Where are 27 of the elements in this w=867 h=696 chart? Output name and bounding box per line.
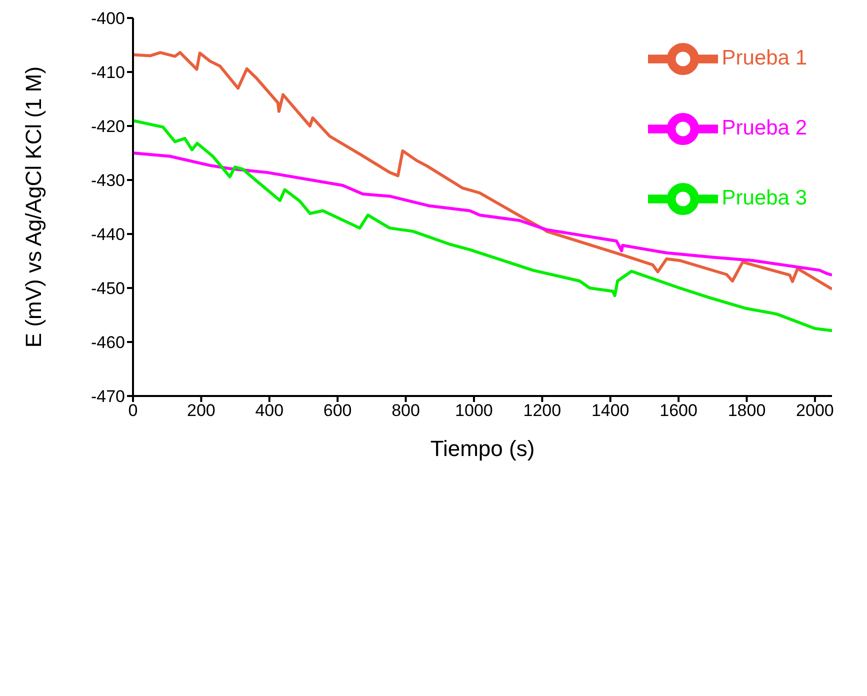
x-tick-label: 1600 (660, 401, 698, 420)
y-tick-label: -450 (90, 279, 125, 298)
x-tick-label: 600 (323, 401, 352, 420)
x-tick-label: 1400 (591, 401, 630, 420)
y-axis-title: E (mV) vs Ag/AgCl KCl (1 M) (20, 66, 46, 348)
y-tick-label: -470 (90, 387, 125, 406)
x-tick-label: 0 (128, 401, 138, 420)
line-series (133, 152, 832, 277)
x-tick-label: 1000 (455, 401, 493, 420)
x-tick-label: 1200 (523, 401, 562, 420)
legend-label: Prueba 3 (722, 186, 807, 210)
y-tick-label: -420 (90, 117, 125, 136)
y-tick-label: -400 (90, 9, 125, 28)
y-tick-label: -430 (90, 171, 125, 190)
line-series (133, 119, 832, 332)
y-tick-label: -460 (90, 333, 125, 352)
x-tick-label: 200 (187, 401, 216, 420)
x-axis-title: Tiempo (s) (430, 436, 535, 461)
x-tick-label: 2000 (796, 401, 834, 420)
y-tick-label: -410 (90, 63, 125, 82)
x-tick-label: 1800 (728, 401, 766, 420)
legend-label: Prueba 2 (722, 116, 807, 140)
line-series (133, 51, 832, 291)
y-tick-label: -440 (90, 225, 125, 244)
x-tick-label: 400 (255, 401, 284, 420)
legend-label: Prueba 1 (722, 46, 807, 70)
x-tick-label: 800 (392, 401, 420, 420)
